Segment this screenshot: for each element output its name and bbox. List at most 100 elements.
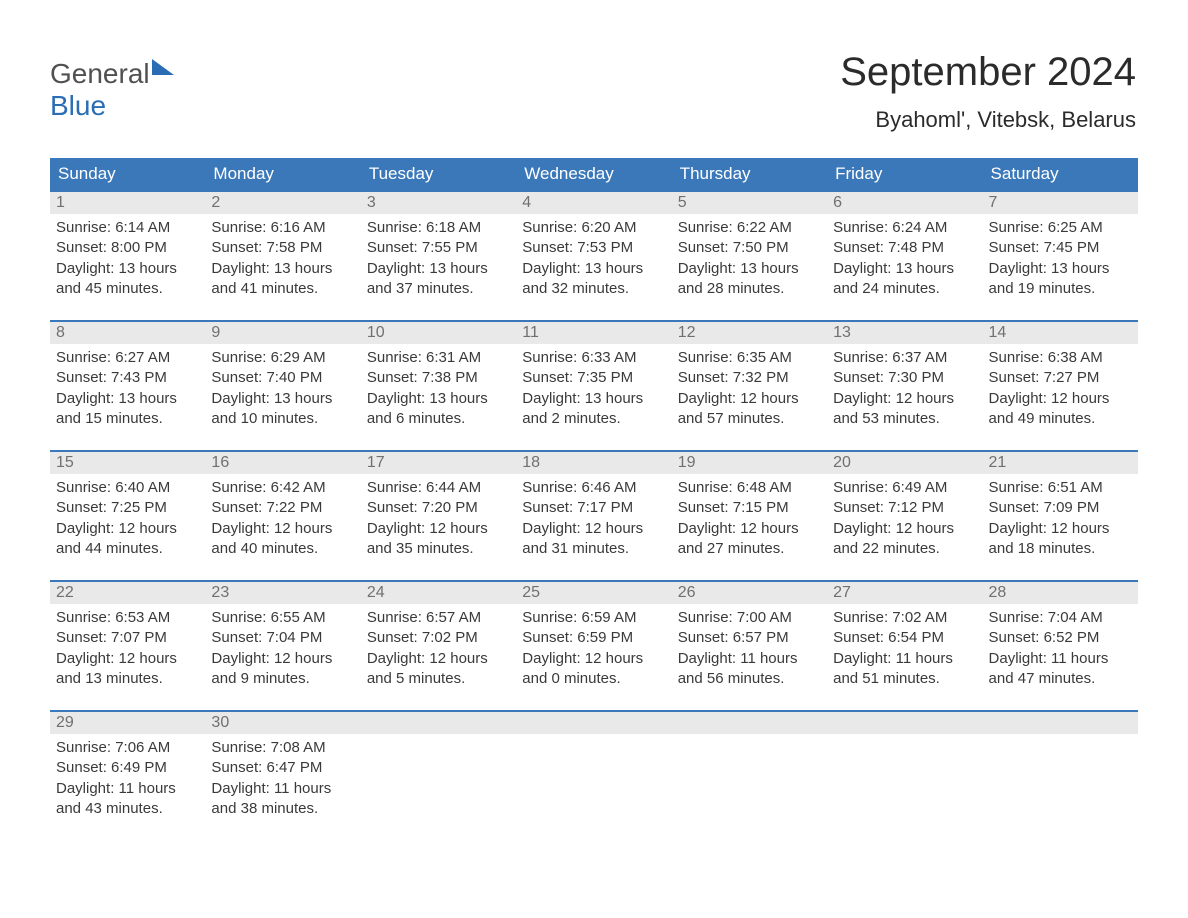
calendar-cell: 22Sunrise: 6:53 AMSunset: 7:07 PMDayligh…: [50, 580, 205, 710]
calendar-cell: .: [361, 710, 516, 840]
calendar-cell: 18Sunrise: 6:46 AMSunset: 7:17 PMDayligh…: [516, 450, 671, 580]
calendar-row: 22Sunrise: 6:53 AMSunset: 7:07 PMDayligh…: [50, 580, 1138, 710]
day-number: 1: [50, 192, 205, 214]
day-number: 9: [205, 322, 360, 344]
title-block: September 2024 Byahoml', Vitebsk, Belaru…: [840, 50, 1136, 133]
calendar-cell: 9Sunrise: 6:29 AMSunset: 7:40 PMDaylight…: [205, 320, 360, 450]
logo-triangle-icon: [152, 59, 174, 75]
weekday-header-row: SundayMondayTuesdayWednesdayThursdayFrid…: [50, 158, 1138, 190]
day-number: 14: [983, 322, 1138, 344]
calendar-row: 8Sunrise: 6:27 AMSunset: 7:43 PMDaylight…: [50, 320, 1138, 450]
day-number: 30: [205, 712, 360, 734]
calendar-cell: 28Sunrise: 7:04 AMSunset: 6:52 PMDayligh…: [983, 580, 1138, 710]
day-number: 16: [205, 452, 360, 474]
day-details: Sunrise: 6:51 AMSunset: 7:09 PMDaylight:…: [983, 474, 1138, 580]
day-number: 21: [983, 452, 1138, 474]
calendar-cell: 26Sunrise: 7:00 AMSunset: 6:57 PMDayligh…: [672, 580, 827, 710]
month-title: September 2024: [840, 50, 1136, 95]
calendar-cell: 14Sunrise: 6:38 AMSunset: 7:27 PMDayligh…: [983, 320, 1138, 450]
calendar-row: 29Sunrise: 7:06 AMSunset: 6:49 PMDayligh…: [50, 710, 1138, 840]
day-details: Sunrise: 6:46 AMSunset: 7:17 PMDaylight:…: [516, 474, 671, 580]
day-number: 8: [50, 322, 205, 344]
day-number: 13: [827, 322, 982, 344]
calendar-cell: 24Sunrise: 6:57 AMSunset: 7:02 PMDayligh…: [361, 580, 516, 710]
day-number: 20: [827, 452, 982, 474]
calendar-cell: 7Sunrise: 6:25 AMSunset: 7:45 PMDaylight…: [983, 190, 1138, 320]
day-details: Sunrise: 6:31 AMSunset: 7:38 PMDaylight:…: [361, 344, 516, 450]
day-details: Sunrise: 6:14 AMSunset: 8:00 PMDaylight:…: [50, 214, 205, 320]
day-details: Sunrise: 6:53 AMSunset: 7:07 PMDaylight:…: [50, 604, 205, 710]
day-details: Sunrise: 6:27 AMSunset: 7:43 PMDaylight:…: [50, 344, 205, 450]
day-details: Sunrise: 6:48 AMSunset: 7:15 PMDaylight:…: [672, 474, 827, 580]
calendar-cell: 15Sunrise: 6:40 AMSunset: 7:25 PMDayligh…: [50, 450, 205, 580]
day-details: Sunrise: 6:37 AMSunset: 7:30 PMDaylight:…: [827, 344, 982, 450]
day-details: Sunrise: 6:42 AMSunset: 7:22 PMDaylight:…: [205, 474, 360, 580]
day-number: 2: [205, 192, 360, 214]
location: Byahoml', Vitebsk, Belarus: [840, 107, 1136, 133]
logo: General Blue: [50, 58, 174, 122]
day-details: Sunrise: 6:59 AMSunset: 6:59 PMDaylight:…: [516, 604, 671, 710]
calendar-cell: 8Sunrise: 6:27 AMSunset: 7:43 PMDaylight…: [50, 320, 205, 450]
header: General Blue September 2024 Byahoml', Vi…: [0, 0, 1188, 158]
calendar-cell: 11Sunrise: 6:33 AMSunset: 7:35 PMDayligh…: [516, 320, 671, 450]
day-details: Sunrise: 6:44 AMSunset: 7:20 PMDaylight:…: [361, 474, 516, 580]
day-details: Sunrise: 6:55 AMSunset: 7:04 PMDaylight:…: [205, 604, 360, 710]
day-number: 4: [516, 192, 671, 214]
weekday-header: Saturday: [983, 158, 1138, 190]
calendar-cell: 6Sunrise: 6:24 AMSunset: 7:48 PMDaylight…: [827, 190, 982, 320]
day-number: 28: [983, 582, 1138, 604]
day-number: 7: [983, 192, 1138, 214]
calendar-cell: 12Sunrise: 6:35 AMSunset: 7:32 PMDayligh…: [672, 320, 827, 450]
day-details: Sunrise: 7:08 AMSunset: 6:47 PMDaylight:…: [205, 734, 360, 840]
day-details: Sunrise: 6:20 AMSunset: 7:53 PMDaylight:…: [516, 214, 671, 320]
day-details: Sunrise: 6:16 AMSunset: 7:58 PMDaylight:…: [205, 214, 360, 320]
weekday-header: Wednesday: [516, 158, 671, 190]
day-details: Sunrise: 6:49 AMSunset: 7:12 PMDaylight:…: [827, 474, 982, 580]
day-details: Sunrise: 6:18 AMSunset: 7:55 PMDaylight:…: [361, 214, 516, 320]
calendar-cell: 1Sunrise: 6:14 AMSunset: 8:00 PMDaylight…: [50, 190, 205, 320]
day-details: Sunrise: 6:38 AMSunset: 7:27 PMDaylight:…: [983, 344, 1138, 450]
day-details: Sunrise: 7:04 AMSunset: 6:52 PMDaylight:…: [983, 604, 1138, 710]
calendar-cell: 25Sunrise: 6:59 AMSunset: 6:59 PMDayligh…: [516, 580, 671, 710]
calendar-cell: 3Sunrise: 6:18 AMSunset: 7:55 PMDaylight…: [361, 190, 516, 320]
day-details: Sunrise: 6:25 AMSunset: 7:45 PMDaylight:…: [983, 214, 1138, 320]
day-details: Sunrise: 7:02 AMSunset: 6:54 PMDaylight:…: [827, 604, 982, 710]
day-number: 10: [361, 322, 516, 344]
weekday-header: Sunday: [50, 158, 205, 190]
day-number: 12: [672, 322, 827, 344]
day-details: Sunrise: 6:35 AMSunset: 7:32 PMDaylight:…: [672, 344, 827, 450]
calendar-cell: .: [827, 710, 982, 840]
calendar-cell: 23Sunrise: 6:55 AMSunset: 7:04 PMDayligh…: [205, 580, 360, 710]
day-number: .: [516, 712, 671, 734]
calendar-cell: 30Sunrise: 7:08 AMSunset: 6:47 PMDayligh…: [205, 710, 360, 840]
calendar-cell: 4Sunrise: 6:20 AMSunset: 7:53 PMDaylight…: [516, 190, 671, 320]
calendar-body: 1Sunrise: 6:14 AMSunset: 8:00 PMDaylight…: [50, 190, 1138, 840]
day-details: Sunrise: 6:33 AMSunset: 7:35 PMDaylight:…: [516, 344, 671, 450]
weekday-header: Friday: [827, 158, 982, 190]
day-details: Sunrise: 6:40 AMSunset: 7:25 PMDaylight:…: [50, 474, 205, 580]
calendar-row: 15Sunrise: 6:40 AMSunset: 7:25 PMDayligh…: [50, 450, 1138, 580]
day-number: 15: [50, 452, 205, 474]
day-number: 22: [50, 582, 205, 604]
day-details: Sunrise: 7:06 AMSunset: 6:49 PMDaylight:…: [50, 734, 205, 840]
calendar-cell: 13Sunrise: 6:37 AMSunset: 7:30 PMDayligh…: [827, 320, 982, 450]
day-number: 25: [516, 582, 671, 604]
calendar-cell: 2Sunrise: 6:16 AMSunset: 7:58 PMDaylight…: [205, 190, 360, 320]
calendar-cell: .: [672, 710, 827, 840]
weekday-header: Monday: [205, 158, 360, 190]
day-number: 3: [361, 192, 516, 214]
day-details: Sunrise: 6:22 AMSunset: 7:50 PMDaylight:…: [672, 214, 827, 320]
day-number: .: [361, 712, 516, 734]
day-details: Sunrise: 6:24 AMSunset: 7:48 PMDaylight:…: [827, 214, 982, 320]
day-details: Sunrise: 6:29 AMSunset: 7:40 PMDaylight:…: [205, 344, 360, 450]
day-details: Sunrise: 6:57 AMSunset: 7:02 PMDaylight:…: [361, 604, 516, 710]
day-number: 6: [827, 192, 982, 214]
day-number: 18: [516, 452, 671, 474]
calendar-row: 1Sunrise: 6:14 AMSunset: 8:00 PMDaylight…: [50, 190, 1138, 320]
day-number: 23: [205, 582, 360, 604]
calendar-cell: 27Sunrise: 7:02 AMSunset: 6:54 PMDayligh…: [827, 580, 982, 710]
day-number: 24: [361, 582, 516, 604]
weekday-header: Thursday: [672, 158, 827, 190]
calendar-table: SundayMondayTuesdayWednesdayThursdayFrid…: [50, 158, 1138, 840]
day-number: 29: [50, 712, 205, 734]
